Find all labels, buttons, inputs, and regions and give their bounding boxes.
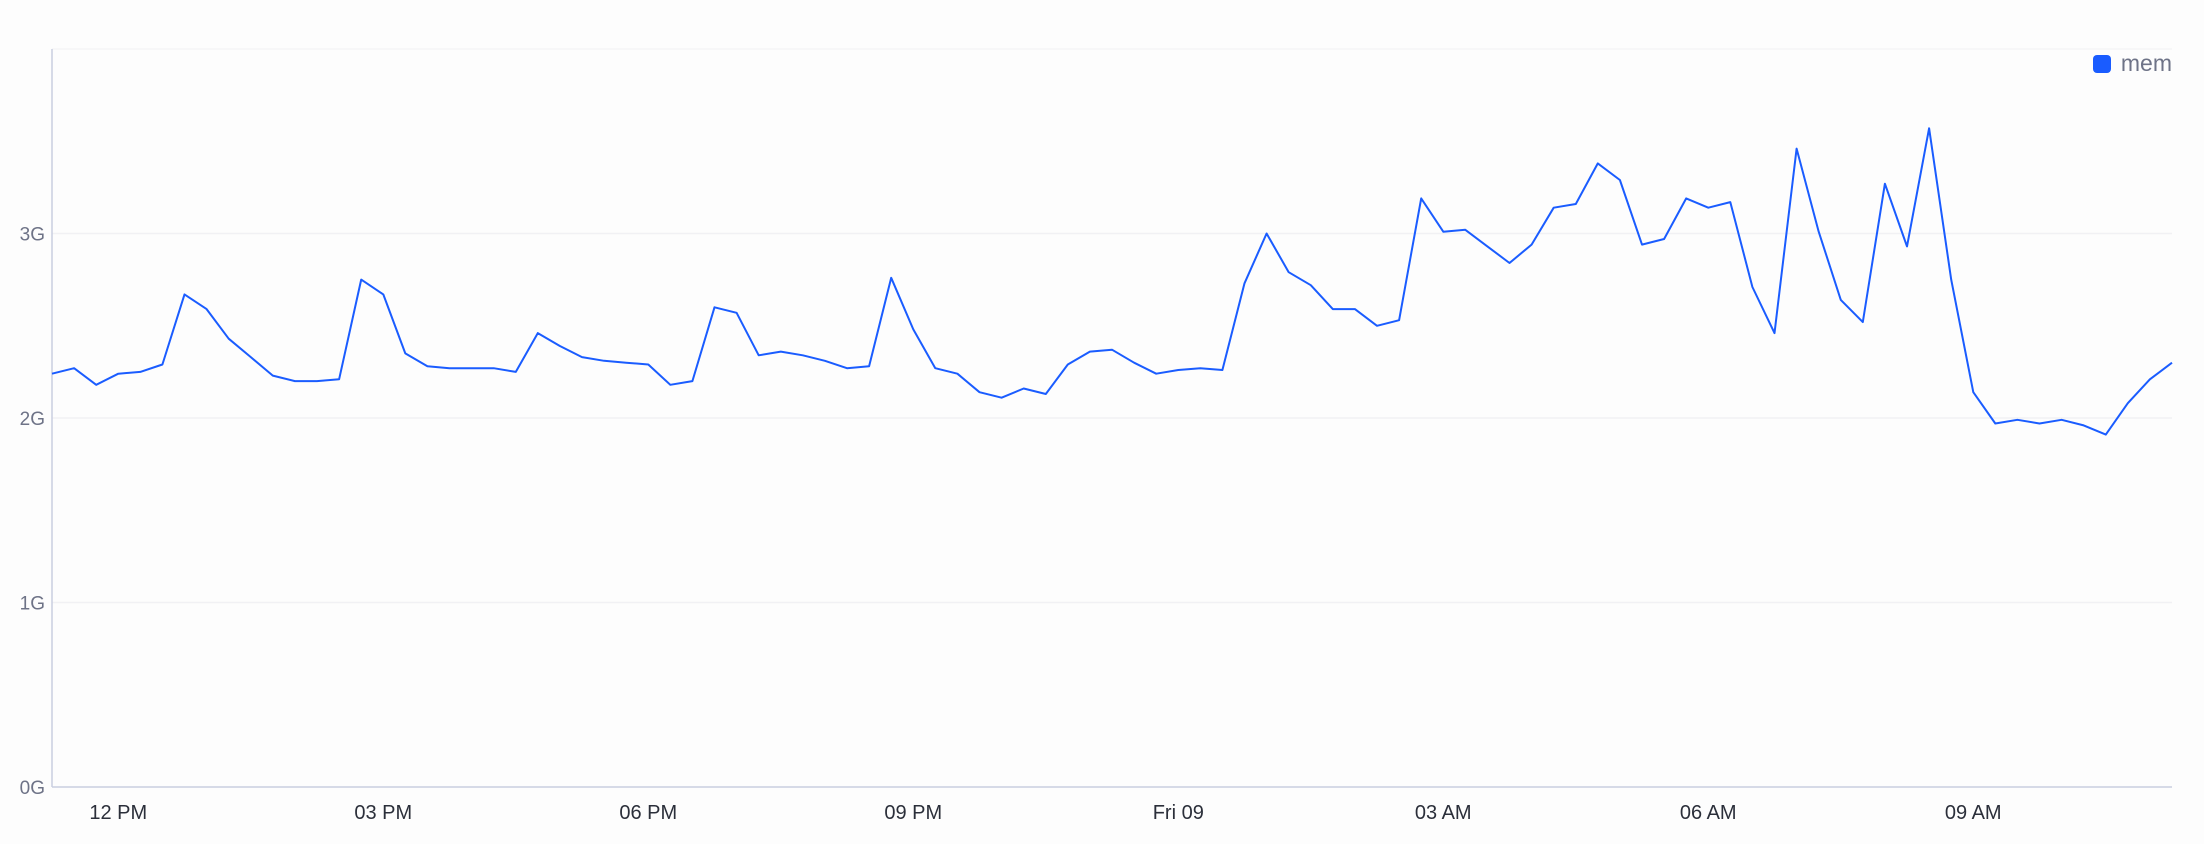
x-tick-label: 09 AM bbox=[1945, 802, 2002, 824]
x-tick-label: 03 PM bbox=[354, 802, 412, 824]
y-tick-label: 1G bbox=[20, 594, 45, 615]
y-tick-label: 2G bbox=[20, 409, 45, 430]
x-tick-label: 03 AM bbox=[1415, 802, 1472, 824]
y-axis-ticks: 0G 1G 2G 3G bbox=[20, 225, 45, 800]
legend-swatch-mem bbox=[2092, 54, 2111, 73]
x-axis-ticks: 12 PM 03 PM 06 PM 09 PM Fri 09 03 AM 06 AM 09 A… bbox=[89, 802, 2001, 824]
x-tick-label: 09 PM bbox=[884, 802, 942, 824]
x-tick-label: 12 PM bbox=[89, 802, 147, 824]
grid-lines bbox=[52, 48, 2172, 604]
y-tick-label: 0G bbox=[20, 778, 45, 799]
x-tick-label: Fri 09 bbox=[1153, 802, 1204, 824]
legend-label-mem: mem bbox=[2120, 50, 2172, 76]
x-tick-label: 06 PM bbox=[619, 802, 677, 824]
x-tick-label: 06 AM bbox=[1680, 802, 1737, 824]
series-line-mem bbox=[51, 127, 2173, 436]
legend[interactable]: mem bbox=[2092, 50, 2172, 77]
y-tick-label: 3G bbox=[20, 225, 45, 246]
